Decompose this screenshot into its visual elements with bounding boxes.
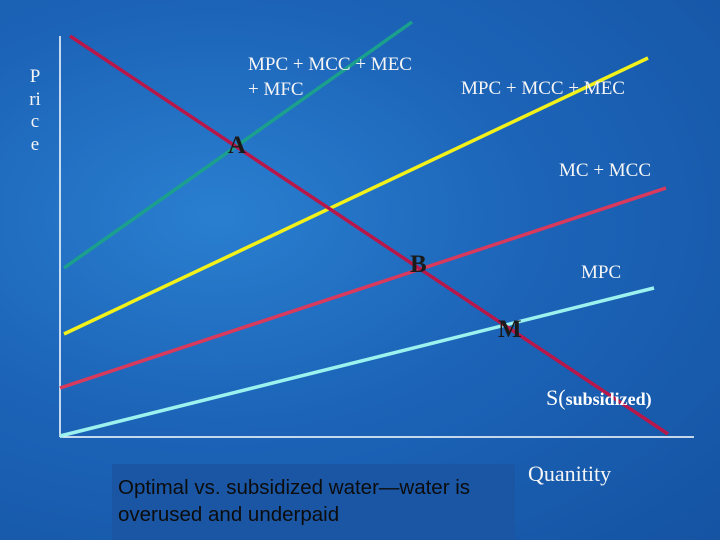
label-mpc-mcc-mec: MPC + MCC + MEC	[461, 78, 625, 99]
curve-demand	[69, 34, 669, 436]
point-b: B	[410, 251, 427, 278]
label-mpc: MPC	[581, 262, 622, 283]
curve-mc-mcc	[59, 186, 667, 390]
x-axis-label: Quanitity	[528, 461, 612, 486]
curve-mpc-mcc-mec	[63, 56, 649, 336]
label-supply-subsidized: S(subsidized)	[546, 385, 652, 411]
label-supply-text: subsidized)	[565, 389, 652, 409]
point-m: M	[498, 316, 522, 343]
curve-mpc	[59, 286, 655, 438]
caption: Optimal vs. subsidized water—water is ov…	[112, 464, 515, 540]
point-a: A	[228, 132, 247, 159]
label-supply-prefix: S(	[546, 385, 566, 410]
curve-mpc-mcc-mec-mfc	[62, 20, 414, 270]
label-mpc-mcc-mec-mfc: MPC + MCC + MEC + MFC	[248, 54, 412, 100]
label-mc-mcc: MC + MCC	[559, 160, 652, 181]
y-axis-label: Price	[29, 66, 41, 155]
